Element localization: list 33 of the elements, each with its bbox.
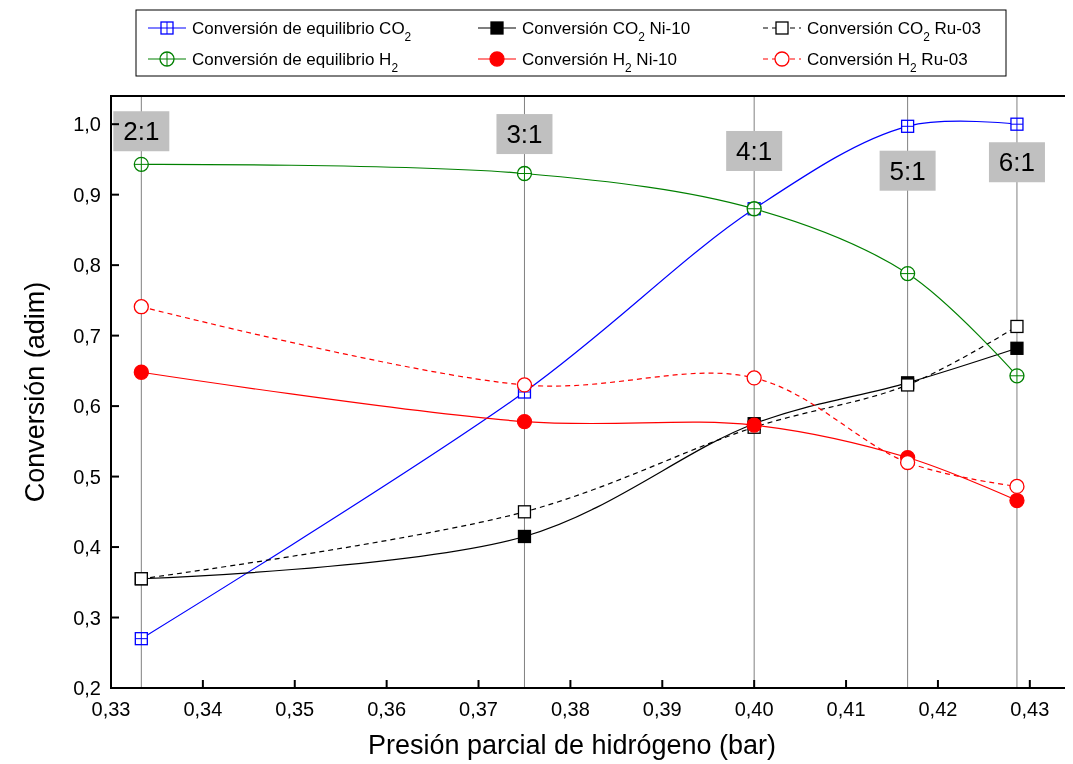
y-tick-label: 0,2	[73, 677, 101, 699]
y-tick-label: 0,6	[73, 395, 101, 418]
legend-label: Conversión H$_{2}$ Ru-03	[807, 50, 968, 75]
x-tick-label: 0,33	[91, 698, 131, 720]
annotation: 5:1	[889, 155, 926, 186]
x-tick-label: 0,35	[275, 698, 315, 720]
x-tick-label: 0,41	[826, 698, 866, 720]
x-tick-label: 0,37	[459, 698, 498, 720]
x-tick-label: 0,39	[642, 698, 682, 720]
x-tick-label: 0,34	[183, 698, 223, 720]
x-tick-label: 0,43	[1010, 698, 1050, 720]
legend-label: Conversión CO$_{2}$ Ru-03	[807, 19, 981, 44]
y-tick-label: 0,4	[73, 536, 101, 559]
y-tick-label: 0,8	[73, 254, 101, 277]
x-tick-label: 0,38	[550, 698, 590, 720]
legend-label: Conversión de equilibrio CO$_{2}$	[192, 19, 412, 44]
annotation: 4:1	[736, 135, 773, 166]
y-axis-title: Conversión (adim)	[20, 281, 50, 503]
x-tick-label: 0,42	[918, 698, 958, 720]
y-tick-label: 0,7	[73, 324, 101, 347]
y-tick-label: 0,3	[73, 606, 101, 629]
legend-label: Conversión H$_{2}$ Ni-10	[522, 50, 677, 75]
y-tick-label: 0,9	[73, 183, 101, 206]
annotation: 2:1	[123, 116, 160, 147]
annotation: 3:1	[506, 119, 543, 150]
legend-label: Conversión de equilibrio H$_{2}$	[192, 50, 399, 75]
annotation: 6:1	[998, 147, 1036, 178]
legend-label: Conversión CO$_{2}$ Ni-10	[522, 19, 691, 44]
y-tick-label: 1,0	[73, 113, 101, 136]
y-tick-label: 0,5	[73, 465, 101, 488]
x-tick-label: 0,40	[734, 698, 774, 720]
x-tick-label: 0,36	[367, 698, 407, 720]
x-axis-title: Presión parcial de hidrógeno (bar)	[367, 730, 777, 760]
